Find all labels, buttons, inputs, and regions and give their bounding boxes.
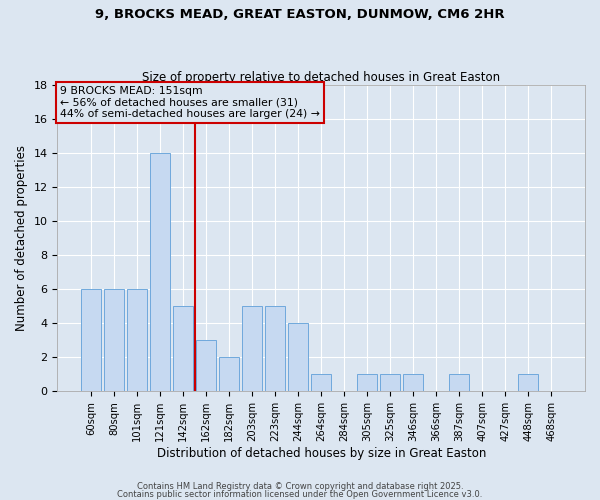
Bar	[289, 323, 308, 392]
Bar	[449, 374, 469, 392]
Bar	[196, 340, 216, 392]
Bar	[265, 306, 285, 392]
Text: Contains HM Land Registry data © Crown copyright and database right 2025.: Contains HM Land Registry data © Crown c…	[137, 482, 463, 491]
Bar	[403, 374, 423, 392]
Bar	[380, 374, 400, 392]
Title: Size of property relative to detached houses in Great Easton: Size of property relative to detached ho…	[142, 70, 500, 84]
Bar	[104, 289, 124, 392]
Bar	[220, 358, 239, 392]
Text: Contains public sector information licensed under the Open Government Licence v3: Contains public sector information licen…	[118, 490, 482, 499]
Bar	[358, 374, 377, 392]
Bar	[127, 289, 147, 392]
Bar	[151, 153, 170, 392]
Text: 9, BROCKS MEAD, GREAT EASTON, DUNMOW, CM6 2HR: 9, BROCKS MEAD, GREAT EASTON, DUNMOW, CM…	[95, 8, 505, 20]
Y-axis label: Number of detached properties: Number of detached properties	[15, 145, 28, 331]
X-axis label: Distribution of detached houses by size in Great Easton: Distribution of detached houses by size …	[157, 447, 486, 460]
Bar	[311, 374, 331, 392]
Bar	[82, 289, 101, 392]
Bar	[173, 306, 193, 392]
Bar	[518, 374, 538, 392]
Bar	[242, 306, 262, 392]
Text: 9 BROCKS MEAD: 151sqm
← 56% of detached houses are smaller (31)
44% of semi-deta: 9 BROCKS MEAD: 151sqm ← 56% of detached …	[60, 86, 320, 120]
